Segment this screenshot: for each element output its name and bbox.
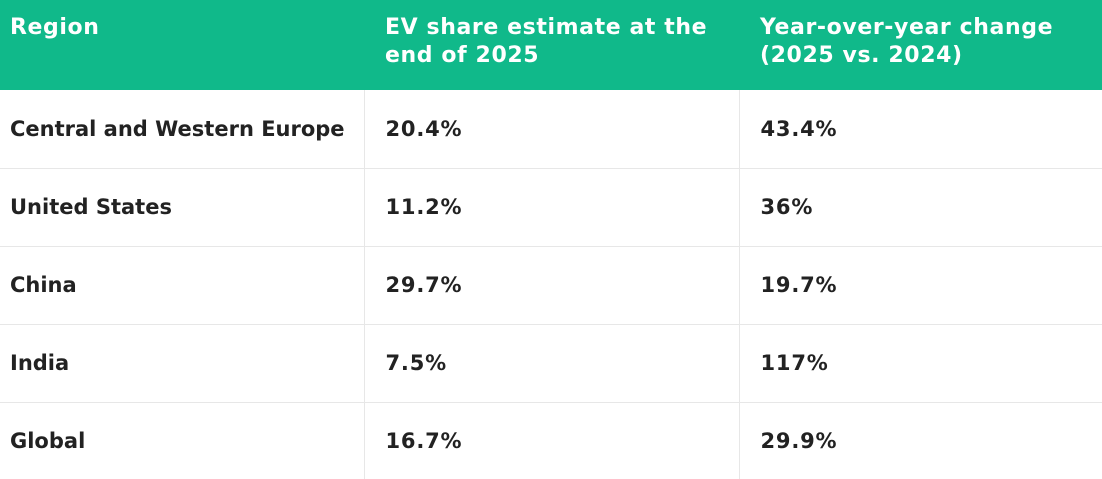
cell-yoy-change: 43.4% [738,90,1102,169]
table-row: China 29.7% 19.7% [0,246,1102,325]
cell-yoy-change: 19.7% [738,246,1102,325]
table-row: Global 16.7% 29.9% [0,402,1102,479]
table-row: Central and Western Europe 20.4% 43.4% [0,90,1102,169]
cell-ev-share: 11.2% [363,168,739,247]
cell-region: United States [0,168,364,247]
cell-region: Global [10,428,86,453]
cell-region: China [0,246,364,325]
cell-yoy-change: 29.9% [738,402,1102,479]
cell-ev-share: 7.5% [363,324,739,403]
cell-yoy-change: 117% [738,324,1102,403]
header-ev-share: EV share estimate at the end of 2025 [385,15,708,68]
cell-region: Central and Western Europe [0,90,364,169]
table-header: Region EV share estimate at the end of 2… [0,0,1102,90]
cell-ev-share: 20.4% [363,90,739,169]
header-yoy-change: Year-over-year change (2025 vs. 2024) [760,15,1054,68]
header-row: Region EV share estimate at the end of 2… [0,0,1102,90]
cell-ev-share: 29.7% [363,246,739,325]
cell-ev-share: 16.7% [363,402,739,479]
header-region: Region [10,15,100,40]
table-body: Central and Western Europe 20.4% 43.4% U… [0,90,1102,479]
table-row: United States 11.2% 36% [0,168,1102,247]
cell-region: India [0,324,364,403]
cell-yoy-change: 36% [738,168,1102,247]
table-row: India 7.5% 117% [0,324,1102,403]
